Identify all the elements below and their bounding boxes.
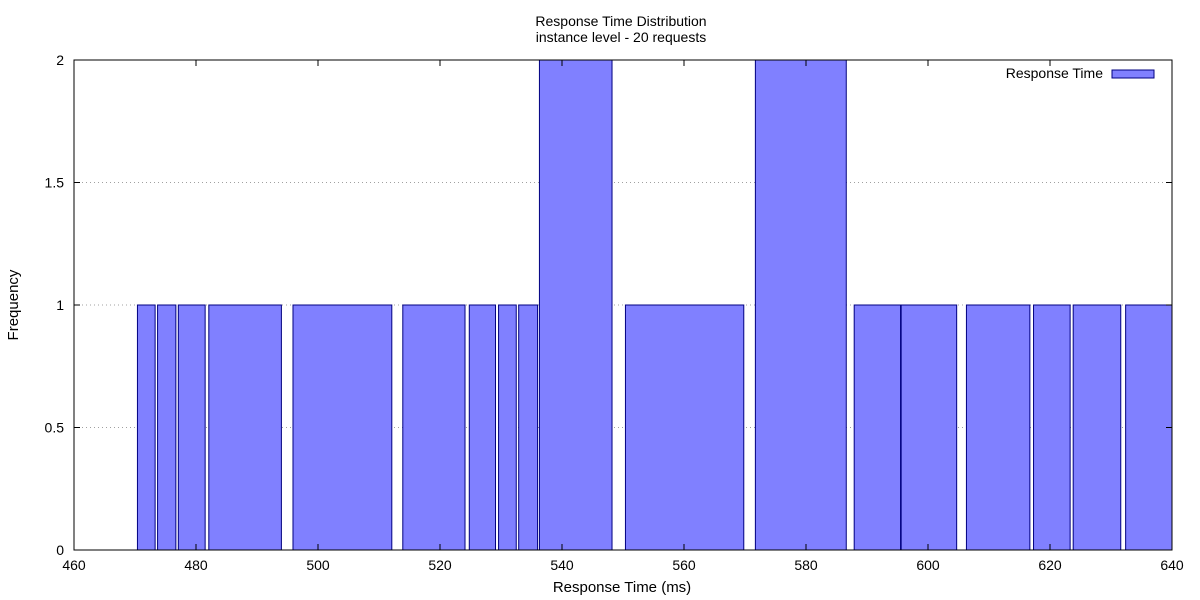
plot-frame [73, 59, 1173, 551]
histogram-bar [402, 304, 466, 551]
histogram-bar [177, 304, 206, 551]
histogram-bar [292, 304, 393, 551]
histogram-bar [754, 59, 847, 551]
histogram-bar [1072, 304, 1122, 551]
histogram-bar [1125, 304, 1173, 551]
x-axis-ticks: 460 480 500 520 540 560 580 600 620 640 [62, 60, 1184, 573]
histogram-bar [518, 304, 539, 551]
legend: Response Time [1006, 65, 1155, 81]
y-tick-label: 1 [56, 297, 64, 313]
y-tick-label: 0.5 [45, 420, 65, 436]
histogram-bar [136, 304, 156, 551]
y-tick-label: 1.5 [45, 175, 65, 191]
x-tick-label: 480 [184, 557, 208, 573]
x-tick-label: 520 [428, 557, 452, 573]
x-tick-label: 560 [672, 557, 696, 573]
chart-subtitle: instance level - 20 requests [536, 29, 706, 45]
histogram-bar [853, 304, 902, 551]
x-axis-label: Response Time (ms) [553, 579, 691, 596]
x-tick-label: 620 [1038, 557, 1062, 573]
x-tick-label: 500 [306, 557, 330, 573]
histogram-bar [624, 304, 745, 551]
x-tick-label: 580 [794, 557, 818, 573]
chart-title: Response Time Distribution [535, 13, 706, 29]
grid-lines [74, 182, 1172, 428]
y-axis-label: Frequency [5, 269, 22, 340]
y-tick-label: 0 [56, 542, 64, 558]
y-tick-label: 2 [56, 52, 64, 68]
x-tick-label: 640 [1160, 557, 1184, 573]
histogram-bar [498, 304, 517, 551]
histogram-bar [900, 304, 958, 551]
histogram-bar [1033, 304, 1071, 551]
histogram-bar [157, 304, 177, 551]
histogram-bar [208, 304, 282, 551]
x-tick-label: 600 [916, 557, 940, 573]
legend-swatch [1111, 69, 1155, 79]
x-tick-label: 540 [550, 557, 574, 573]
legend-label: Response Time [1006, 65, 1103, 81]
bars [136, 59, 1173, 551]
x-tick-label: 460 [62, 557, 86, 573]
histogram-bar [965, 304, 1031, 551]
histogram-bar [468, 304, 497, 551]
histogram-bar [538, 59, 613, 551]
